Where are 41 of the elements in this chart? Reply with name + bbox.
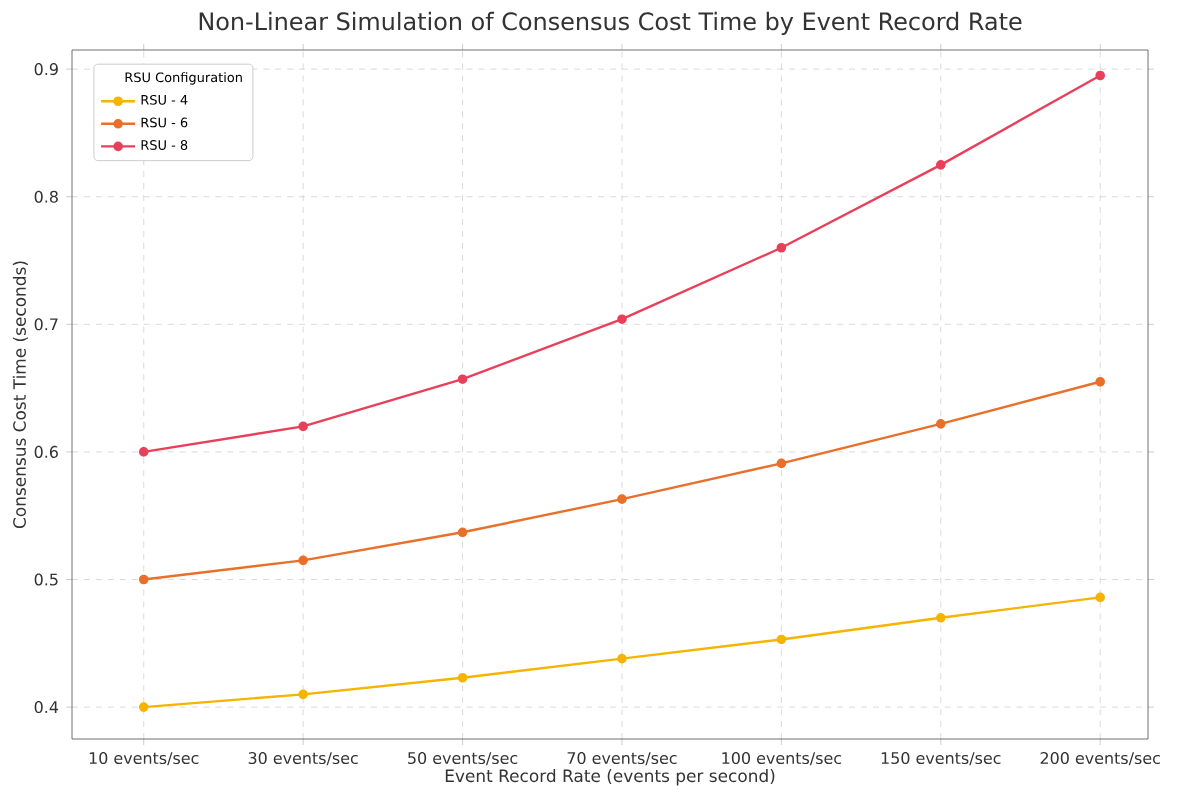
point — [457, 672, 468, 683]
x-tick-label: 200 events/sec — [1040, 752, 1160, 766]
point — [1095, 376, 1105, 387]
point — [617, 314, 627, 325]
x-tick-label: 50 events/sec — [408, 752, 518, 766]
y-tick-label: 0.9 — [34, 63, 58, 76]
point — [298, 421, 308, 432]
point — [457, 527, 468, 538]
x-axis-title: Event Record Rate (events per second) — [445, 769, 775, 786]
y-tick-label: 0.5 — [34, 573, 58, 586]
point — [138, 702, 149, 712]
point — [935, 612, 946, 623]
point — [935, 160, 946, 170]
point — [935, 419, 946, 429]
legend-label: RSU - 6 — [141, 117, 188, 128]
x-tick-label: 70 events/sec — [567, 752, 677, 766]
point — [298, 555, 308, 566]
y-tick-label: 0.6 — [34, 445, 58, 458]
x-tick-label: 10 events/sec — [89, 752, 199, 766]
x-tick-label: 30 events/sec — [248, 752, 358, 766]
point — [1095, 592, 1105, 603]
x-tick-label: 100 events/sec — [722, 752, 842, 766]
point — [298, 689, 308, 700]
point — [776, 458, 787, 469]
y-axis-title: Consensus Cost Time (seconds) — [12, 261, 28, 529]
x-tick-label: 150 events/sec — [881, 752, 1001, 766]
y-tick-label: 0.4 — [34, 701, 59, 714]
legend-label: RSU - 8 — [141, 140, 188, 150]
point — [617, 653, 627, 664]
point — [457, 374, 468, 384]
chart-title: Non-Linear Simulation of Consensus Cost Time by Event Record Rate — [199, 11, 1022, 35]
y-tick-label: 0.8 — [34, 190, 58, 203]
point — [617, 494, 627, 504]
point — [138, 574, 149, 585]
point — [776, 242, 787, 253]
point — [138, 447, 149, 457]
point — [1095, 70, 1105, 81]
legend-title: RSU Configuration — [125, 72, 242, 85]
y-tick-label: 0.7 — [34, 318, 58, 331]
point — [776, 634, 787, 645]
legend-label: RSU - 4 — [141, 94, 188, 105]
